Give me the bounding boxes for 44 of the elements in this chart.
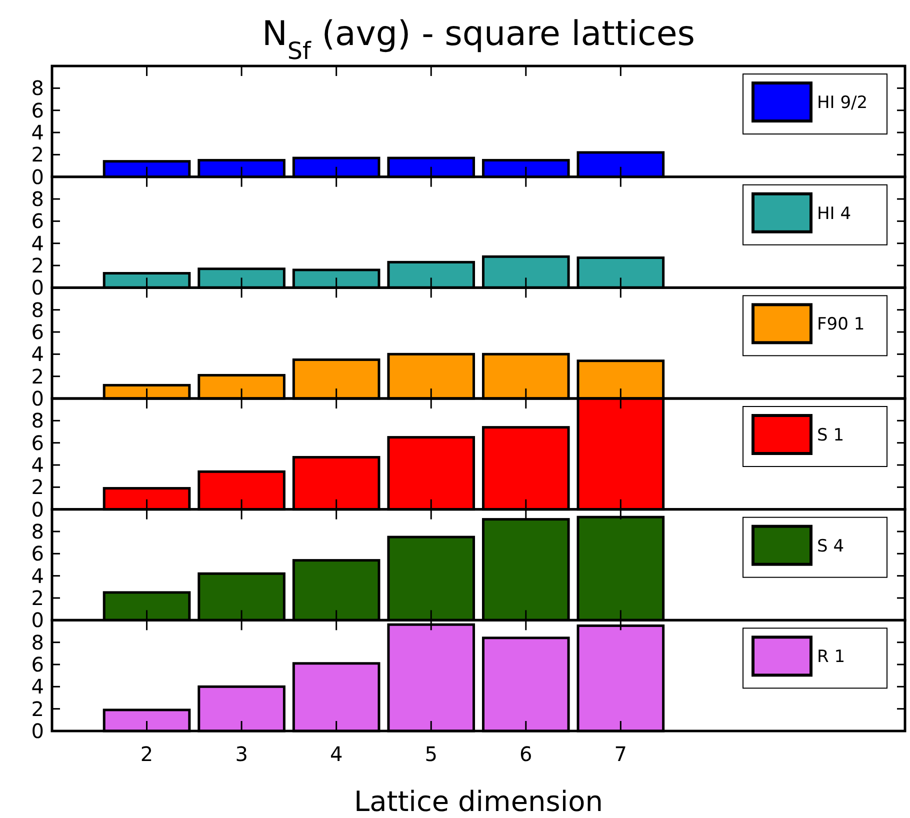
y-tick-label: 8	[31, 298, 44, 322]
y-tick-label: 6	[31, 209, 44, 234]
y-tick-label: 0	[31, 276, 44, 300]
y-tick-label: 2	[31, 142, 44, 167]
x-tick-label: 6	[520, 742, 532, 766]
legend-label: HI 9/2	[817, 92, 868, 113]
y-tick-label: 8	[31, 408, 44, 433]
legend-label: S 1	[817, 425, 844, 446]
y-tick-label: 2	[31, 696, 44, 721]
y-tick-label: 8	[31, 520, 44, 544]
y-tick-label: 2	[31, 475, 44, 500]
x-tick-label: 4	[330, 742, 343, 766]
x-tick-label: 5	[424, 742, 438, 766]
y-tick-label: 8	[31, 187, 44, 211]
y-tick-label: 6	[31, 430, 44, 455]
y-tick-label: 6	[31, 320, 44, 344]
x-axis-title: Lattice dimension	[354, 785, 604, 818]
chart-title: N$_{Sf}$ (avg) - square lattices	[262, 14, 696, 65]
y-tick-label: 4	[31, 120, 44, 144]
y-tick-label: 8	[31, 76, 44, 100]
legend-label: S 4	[817, 536, 844, 556]
y-tick-label: 0	[31, 164, 44, 189]
y-tick-label: 4	[31, 453, 44, 477]
y-tick-label: 0	[31, 608, 44, 632]
y-tick-label: 4	[31, 674, 44, 699]
y-tick-label: 4	[31, 342, 44, 366]
y-tick-label: 2	[31, 586, 44, 610]
y-tick-label: 2	[31, 364, 44, 388]
legend-label: R 1	[817, 647, 846, 668]
y-tick-label: 8	[31, 630, 44, 654]
y-tick-label: 6	[31, 652, 44, 676]
x-tick-label: 3	[235, 742, 248, 766]
y-tick-label: 4	[31, 231, 44, 256]
y-tick-label: 2	[31, 254, 44, 278]
legend-label: HI 4	[817, 204, 852, 224]
y-tick-label: 4	[31, 564, 44, 588]
y-tick-label: 6	[31, 98, 44, 122]
legend-label: F90 1	[817, 314, 865, 335]
x-tick-label: 7	[614, 742, 628, 766]
y-tick-label: 6	[31, 542, 44, 566]
y-tick-label: 0	[31, 497, 44, 522]
x-tick-label: 2	[140, 742, 154, 766]
y-tick-label: 0	[31, 386, 44, 410]
y-tick-label: 0	[31, 719, 44, 743]
